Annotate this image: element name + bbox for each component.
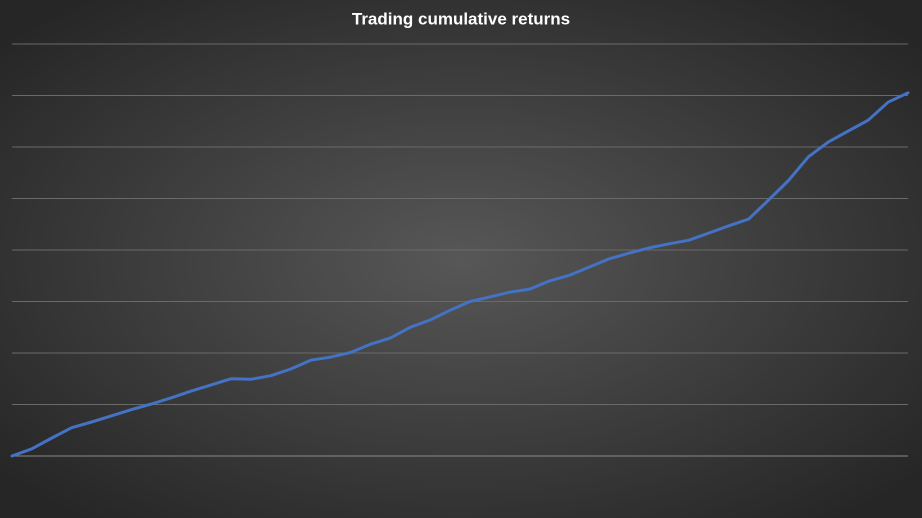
line — [10, 91, 910, 458]
chart-title: Trading cumulative returns — [352, 9, 570, 28]
